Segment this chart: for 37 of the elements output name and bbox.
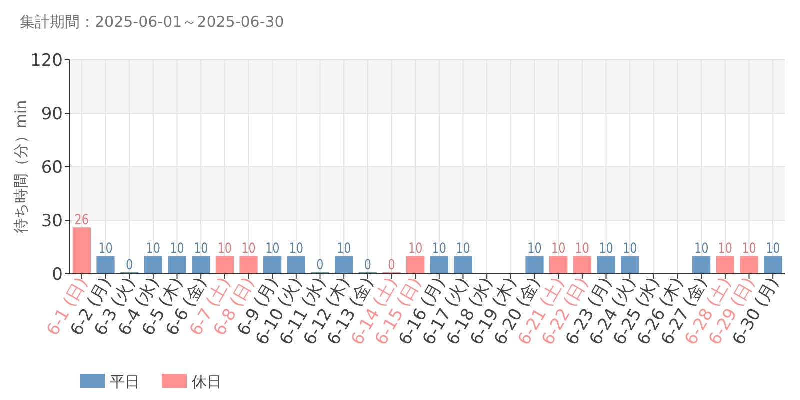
legend-label: 平日 [110,373,140,391]
chart-title: 集計期間：2025-06-01～2025-06-30 [20,13,284,31]
data-label: 10 [146,240,161,256]
data-label: 10 [766,240,780,256]
data-label: 10 [194,240,208,256]
y-tick-label: 90 [41,104,63,124]
data-label: 10 [98,240,113,256]
data-label: 10 [289,240,304,256]
data-label: 10 [242,240,256,256]
data-label: 10 [456,240,470,256]
legend-label: 休日 [192,373,222,391]
y-axis-title: 待ち時間（分）min [12,100,30,234]
data-label: 10 [599,240,614,256]
y-tick-label: 60 [41,158,63,178]
legend-item: 平日 [80,373,140,391]
data-label: 10 [265,240,280,256]
data-label: 10 [218,240,232,256]
y-tick-label: 120 [30,51,63,71]
data-label: 10 [432,240,447,256]
data-label: 0 [388,256,396,273]
y-tick-label: 30 [41,212,63,232]
data-label: 10 [336,240,352,256]
data-label: 10 [408,240,423,256]
data-label: 0 [316,256,324,273]
legend-item: 休日 [162,373,222,391]
data-label: 10 [718,240,733,256]
data-label: 10 [622,240,638,256]
data-label: 10 [528,240,542,256]
data-label: 10 [170,240,184,256]
data-label: 10 [694,240,709,256]
data-label: 0 [126,256,134,273]
data-label: 0 [364,256,372,273]
y-tick-label: 0 [52,265,63,285]
data-label: 10 [551,240,566,256]
data-label: 26 [74,211,90,228]
data-label: 10 [742,240,756,256]
data-label: 10 [575,240,590,256]
